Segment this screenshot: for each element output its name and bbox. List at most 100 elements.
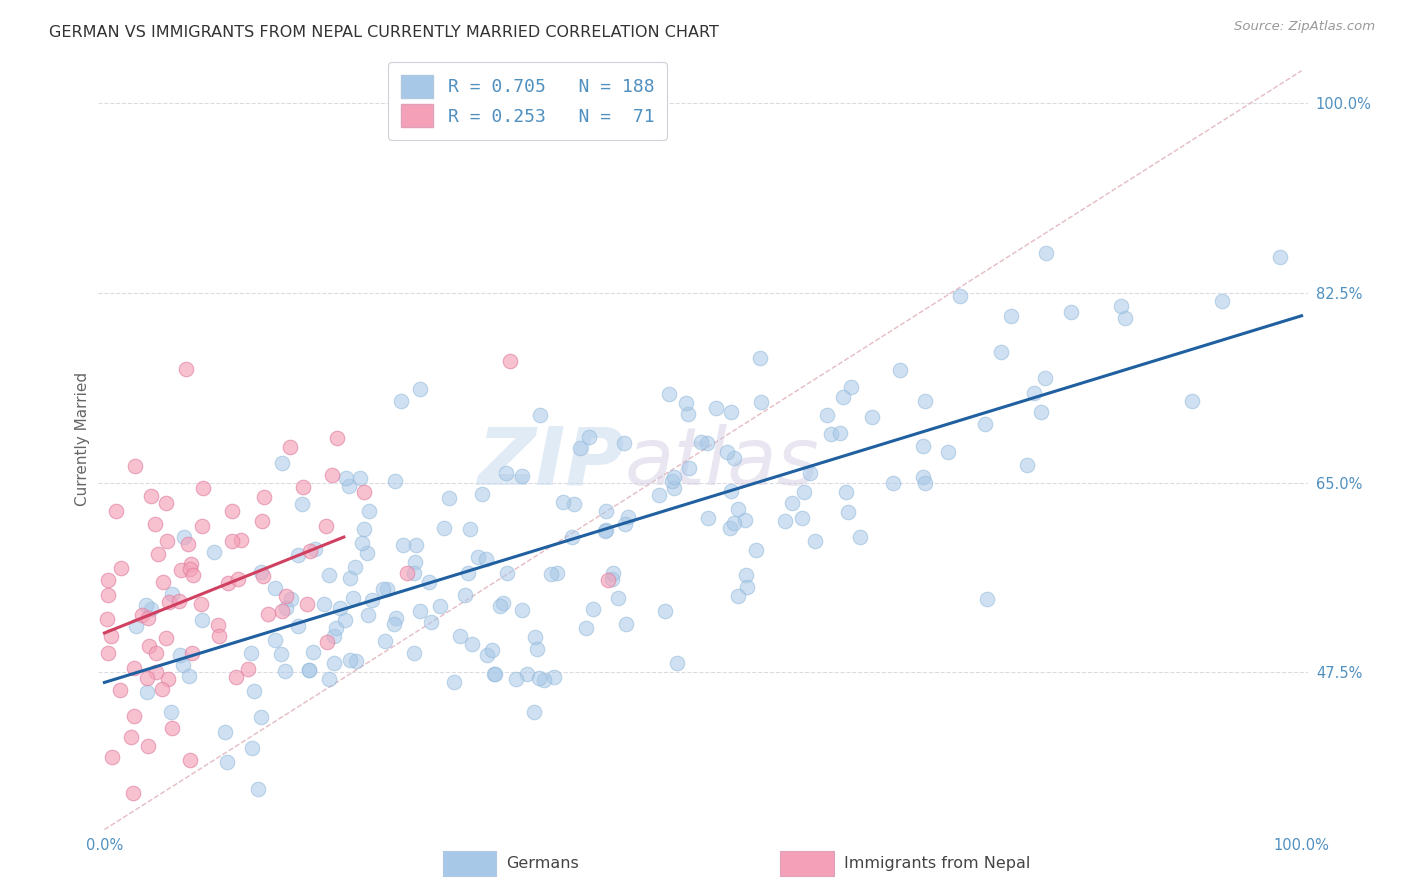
Point [396,566,419,580]
Point [1000,309,1022,323]
Point [696,436,718,450]
Point [318,672,340,686]
Point [316,634,339,648]
Text: Immigrants from Nepal: Immigrants from Nepal [844,856,1031,871]
Point [614,616,637,631]
Point [221,503,243,517]
Point [418,574,440,589]
Point [169,648,191,662]
Point [385,611,408,625]
Point [990,345,1012,359]
Point [617,510,640,524]
Point [155,496,177,510]
Point [461,637,484,651]
Point [135,672,157,686]
Point [176,362,198,376]
Point [124,709,146,723]
Point [190,518,212,533]
Point [578,430,600,444]
Point [720,405,742,419]
Point [607,591,630,606]
Point [135,685,157,699]
Point [287,619,309,633]
Text: ZIP: ZIP [477,424,624,501]
Point [152,574,174,589]
Point [799,466,821,480]
Point [170,563,193,577]
Point [350,536,373,550]
Point [181,646,204,660]
Point [1024,386,1046,401]
Point [342,591,364,605]
Point [298,543,321,558]
Point [179,753,201,767]
Point [1109,299,1132,313]
Point [648,488,671,502]
Point [159,705,181,719]
Point [481,642,503,657]
Point [292,480,315,494]
Point [274,589,297,603]
Point [793,485,815,500]
Point [720,484,742,499]
Point [678,460,700,475]
Point [273,664,295,678]
Point [749,394,772,409]
Point [662,470,685,484]
Y-axis label: Currently Married: Currently Married [75,372,90,507]
Point [226,573,249,587]
Text: Source: ZipAtlas.com: Source: ZipAtlas.com [1234,20,1375,33]
Point [271,604,294,618]
Point [344,654,367,668]
Point [229,533,252,548]
Point [437,491,460,505]
Point [675,396,697,410]
Point [156,672,179,686]
Point [1114,311,1136,326]
Point [706,401,728,415]
Point [510,603,533,617]
Point [529,408,551,422]
Point [914,393,936,408]
Point [839,380,862,394]
Point [125,619,148,633]
Point [253,490,276,504]
Point [454,588,477,602]
Legend: R = 0.705   N = 188, R = 0.253   N =  71: R = 0.705 N = 188, R = 0.253 N = 71 [388,62,666,140]
Point [495,466,517,480]
Point [828,426,851,441]
Point [339,571,361,585]
Point [263,633,285,648]
Point [727,502,749,516]
Point [484,666,506,681]
Point [1015,458,1038,472]
Point [301,645,323,659]
Point [533,673,555,687]
Point [1268,251,1291,265]
Point [250,565,273,579]
Point [138,739,160,753]
Point [325,621,347,635]
Point [242,740,264,755]
Point [375,582,398,596]
Point [408,604,430,618]
Point [510,468,533,483]
Point [516,667,538,681]
Point [723,516,745,530]
Point [173,530,195,544]
Point [564,497,586,511]
Point [145,646,167,660]
Point [773,514,796,528]
Point [143,516,166,531]
Point [155,631,177,645]
Point [529,671,551,685]
Point [914,475,936,490]
Point [148,547,170,561]
Point [100,629,122,643]
Point [433,521,456,535]
Point [602,566,624,580]
Point [335,471,357,485]
Point [349,470,371,484]
Point [225,670,247,684]
Point [257,607,280,621]
